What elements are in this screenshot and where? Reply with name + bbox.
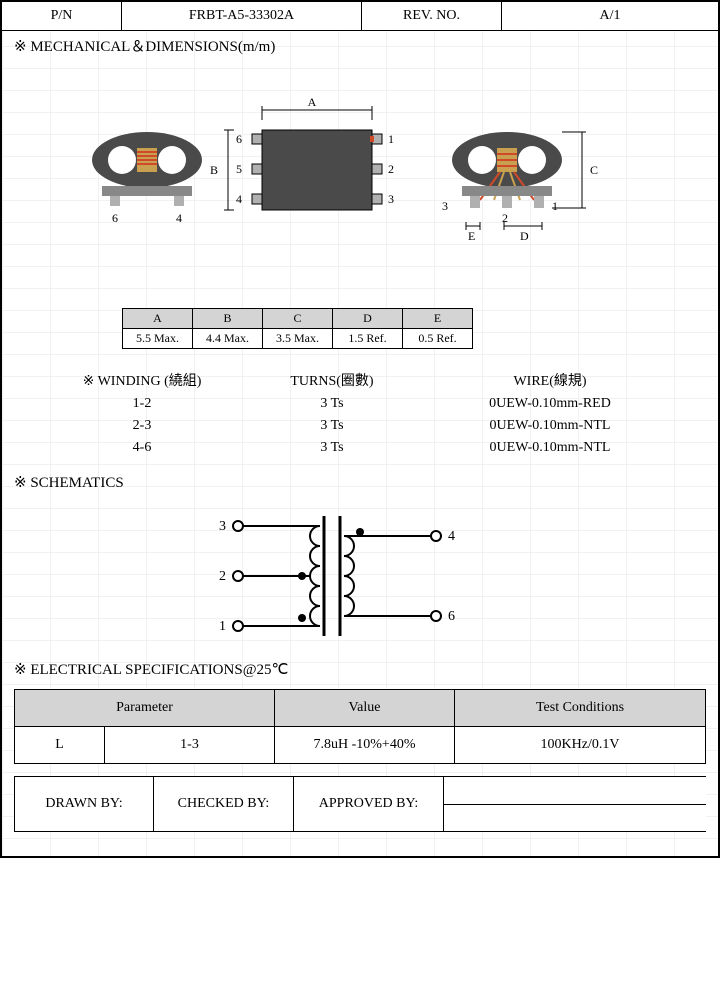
schematic-svg: 3 2 1 4: [2, 496, 720, 656]
svg-text:E: E: [468, 229, 475, 243]
dim-val: 3.5 Max.: [263, 329, 333, 349]
svg-text:B: B: [210, 163, 218, 177]
section-mechanical: ※ MECHANICAL＆DIMENSIONS(m/m): [2, 31, 718, 60]
pn-label: P/N: [2, 2, 122, 30]
svg-text:6: 6: [236, 132, 242, 146]
dim-header-row: A B C D E: [123, 309, 473, 329]
svg-text:2: 2: [388, 162, 394, 176]
dim-val: 4.4 Max.: [193, 329, 263, 349]
svg-text:2: 2: [219, 569, 226, 584]
svg-text:5: 5: [236, 162, 242, 176]
dim-val: 1.5 Ref.: [333, 329, 403, 349]
svg-text:6: 6: [112, 211, 118, 225]
svg-text:1: 1: [219, 619, 226, 634]
svg-text:1: 1: [552, 199, 558, 213]
dim-value-row: 5.5 Max. 4.4 Max. 3.5 Max. 1.5 Ref. 0.5 …: [123, 329, 473, 349]
svg-text:4: 4: [448, 529, 455, 544]
dim-hdr: D: [333, 309, 403, 329]
electrical-table: Parameter Value Test Conditions L 1-3 7.…: [14, 689, 706, 764]
part-number: FRBT-A5-33302A: [122, 2, 362, 30]
mechanical-svg: 6 4 A: [52, 70, 652, 300]
svg-text:6: 6: [448, 609, 455, 624]
svg-text:C: C: [590, 163, 598, 177]
svg-text:1: 1: [388, 132, 394, 146]
checked-by-label: CHECKED BY:: [154, 777, 294, 831]
winding-row: 2-3 3 Ts 0UEW-0.10mm-NTL: [42, 415, 678, 437]
rev-value: A/1: [502, 2, 718, 30]
header-row: P/N FRBT-A5-33302A REV. NO. A/1: [2, 2, 718, 31]
dim-hdr: C: [263, 309, 333, 329]
dim-hdr: E: [403, 309, 473, 329]
signoff-row: DRAWN BY: CHECKED BY: APPROVED BY:: [14, 776, 706, 832]
section-electrical: ※ ELECTRICAL SPECIFICATIONS@25℃: [2, 656, 718, 683]
dim-hdr: A: [123, 309, 193, 329]
svg-text:3: 3: [219, 519, 226, 534]
winding-hdr-w: ※ WINDING (繞組): [42, 370, 242, 390]
winding-hdr-t: TURNS(圈數): [242, 370, 422, 390]
svg-text:A: A: [308, 95, 317, 109]
dim-val: 5.5 Max.: [123, 329, 193, 349]
elec-hdr-param: Parameter: [15, 690, 275, 727]
elec-hdr-cond: Test Conditions: [455, 690, 706, 727]
dimensions-table: A B C D E 5.5 Max. 4.4 Max. 3.5 Max. 1.5…: [122, 308, 473, 349]
winding-hdr-wire: WIRE(線規): [422, 370, 678, 390]
rev-label: REV. NO.: [362, 2, 502, 30]
mechanical-drawing: 6 4 A: [2, 60, 718, 300]
schematic-drawing: 3 2 1 4: [2, 496, 718, 656]
elec-hdr-value: Value: [275, 690, 455, 727]
svg-text:2: 2: [502, 211, 508, 225]
elec-row: L 1-3 7.8uH -10%+40% 100KHz/0.1V: [15, 727, 706, 764]
winding-row: 4-6 3 Ts 0UEW-0.10mm-NTL: [42, 437, 678, 459]
drawn-by-label: DRAWN BY:: [14, 777, 154, 831]
svg-text:3: 3: [388, 192, 394, 206]
winding-block: ※ WINDING (繞組) TURNS(圈數) WIRE(線規) 1-2 3 …: [2, 361, 718, 469]
dim-val: 0.5 Ref.: [403, 329, 473, 349]
section-schematics: ※ SCHEMATICS: [2, 469, 718, 496]
svg-text:4: 4: [236, 192, 242, 206]
signoff-blank: [444, 777, 706, 831]
svg-text:3: 3: [442, 199, 448, 213]
svg-text:4: 4: [176, 211, 182, 225]
approved-by-label: APPROVED BY:: [294, 777, 444, 831]
winding-row: 1-2 3 Ts 0UEW-0.10mm-RED: [42, 393, 678, 415]
svg-text:D: D: [520, 229, 529, 243]
dim-hdr: B: [193, 309, 263, 329]
